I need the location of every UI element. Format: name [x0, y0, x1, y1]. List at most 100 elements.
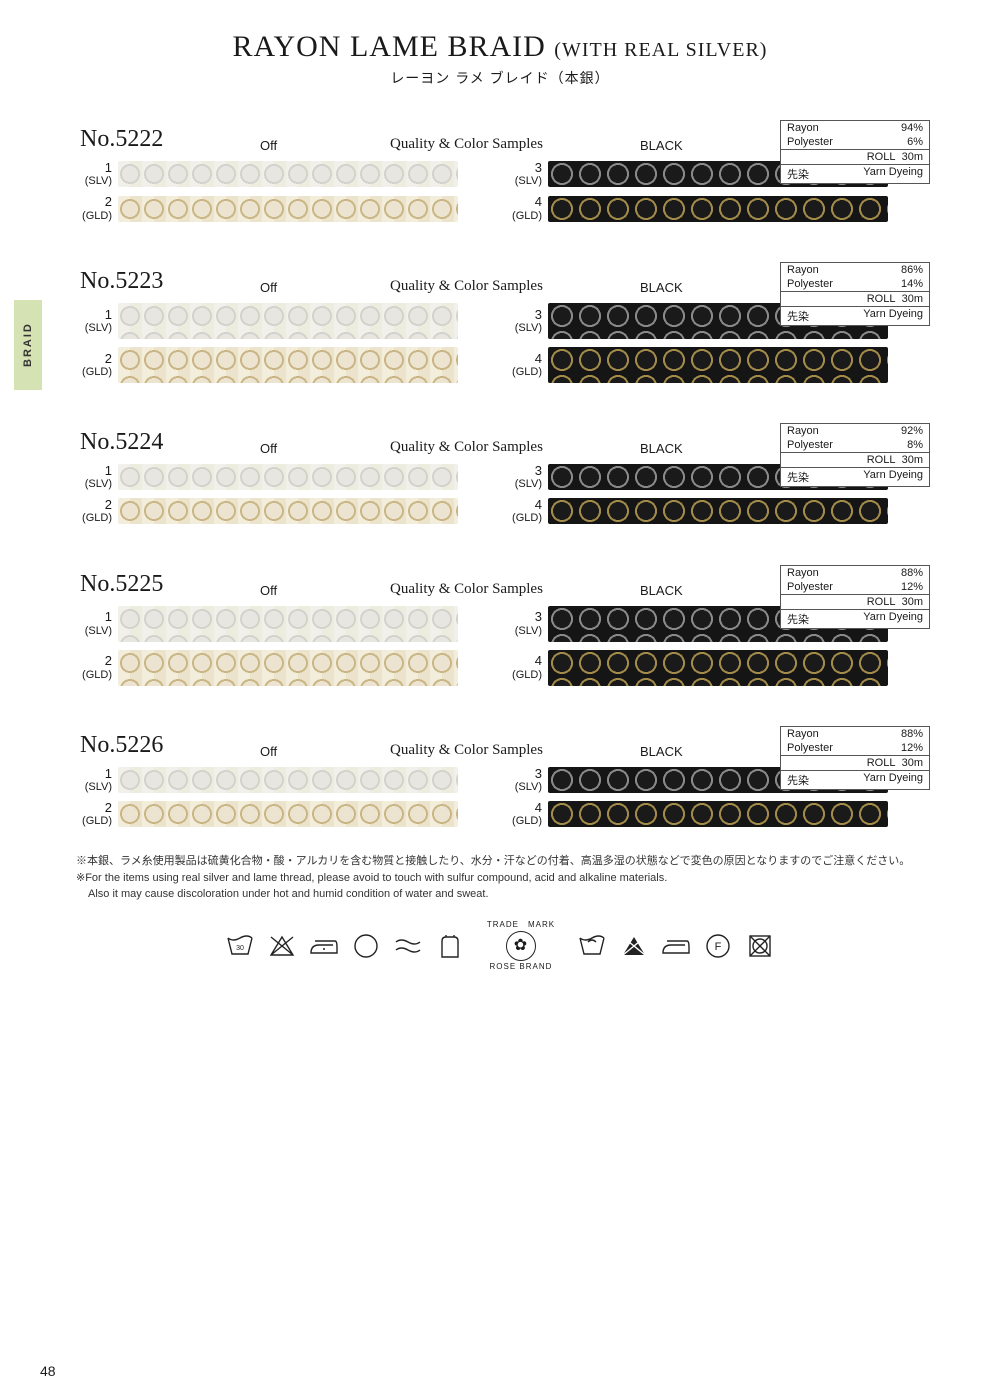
braid-sample-black-gld [548, 196, 888, 222]
label-black: BLACK [640, 583, 740, 598]
braid-sample-off-slv [118, 303, 458, 339]
no-tumble-icon [745, 931, 775, 961]
title-text: RAYON LAME BRAID [233, 30, 546, 63]
trademark: TRADE MARK ✿ ROSE BRAND [487, 921, 555, 971]
product-header: No.5223 Off Quality & Color Samples BLAC… [70, 268, 930, 295]
dye-row: 先染Yarn Dyeing [781, 609, 929, 628]
dye-row: 先染 Yarn Dyeing [781, 164, 929, 183]
braid-sample-off-gld [118, 498, 458, 524]
dye-en: Yarn Dyeing [863, 772, 923, 788]
product-number: No.5226 [80, 732, 260, 759]
label-black: BLACK [640, 744, 740, 759]
sample-label: 4(GLD) [500, 801, 548, 827]
sample-row: 1(SLV) [70, 303, 500, 339]
page-title: RAYON LAME BRAID (WITH REAL SILVER) [70, 30, 930, 64]
product-number: No.5225 [80, 571, 260, 598]
sample-row: 4(GLD) [500, 801, 930, 827]
braid-sample-off-slv [118, 464, 458, 490]
dye-jp: 先染 [787, 166, 809, 182]
sample-label: 1(SLV) [70, 464, 118, 490]
dye-row: 先染Yarn Dyeing [781, 306, 929, 325]
braid-sample-black-gld [548, 801, 888, 827]
no-wring-icon [393, 931, 423, 961]
sample-label: 1(SLV) [70, 610, 118, 636]
trademark-top: TRADE MARK [487, 921, 555, 929]
dye-row: 先染Yarn Dyeing [781, 467, 929, 486]
dryclean-f-icon: F [703, 931, 733, 961]
sample-label: 4(GLD) [500, 195, 548, 221]
label-quality-color: Quality & Color Samples [390, 278, 640, 295]
iron-low-icon [309, 931, 339, 961]
product-number: No.5222 [80, 126, 260, 153]
sample-label: 1(SLV) [70, 767, 118, 793]
sample-row: 2(GLD) [70, 347, 500, 383]
dryclean-icon [351, 931, 381, 961]
label-off: Off [260, 280, 390, 295]
product-block: Rayon94%Polyester6%ROLL 30m先染Yarn Dyeing… [70, 126, 930, 230]
sample-row: 2(GLD) [70, 801, 500, 827]
product-block: Rayon88%Polyester12%ROLL 30m先染Yarn Dyein… [70, 732, 930, 836]
svg-text:30: 30 [236, 945, 244, 952]
sample-column-off: 1(SLV) 2(GLD) [70, 303, 500, 391]
sample-label: 2(GLD) [70, 352, 118, 378]
product-header: No.5222 Off Quality & Color Samples BLAC… [70, 126, 930, 153]
sample-row: 4(GLD) [500, 650, 930, 686]
svg-text:F: F [715, 941, 722, 953]
label-off: Off [260, 138, 390, 153]
footnotes: ※本銀、ラメ糸使用製品は硫黄化合物・酸・アルカリを含む物質と接触したり、水分・汗… [70, 853, 930, 903]
braid-sample-off-gld [118, 801, 458, 827]
catalog-page: RAYON LAME BRAID (WITH REAL SILVER) レーヨン… [0, 0, 1000, 991]
dye-en: Yarn Dyeing [863, 308, 923, 324]
braid-sample-black-gld [548, 498, 888, 524]
dye-en: Yarn Dyeing [863, 166, 923, 182]
sample-column-off: 1(SLV) 2(GLD) [70, 767, 500, 836]
dry-shade-icon [435, 931, 465, 961]
label-black: BLACK [640, 280, 740, 295]
sample-label: 3(SLV) [500, 610, 548, 636]
label-quality-color: Quality & Color Samples [390, 136, 640, 153]
label-black: BLACK [640, 441, 740, 456]
sample-row: 1(SLV) [70, 464, 500, 490]
iron-icon [661, 931, 691, 961]
hand-wash-icon [577, 931, 607, 961]
no-bleach-icon [267, 931, 297, 961]
sample-row: 2(GLD) [70, 195, 500, 221]
footnote-en1: ※For the items using real silver and lam… [76, 870, 930, 887]
sample-label: 3(SLV) [500, 308, 548, 334]
page-number: 48 [40, 1363, 56, 1379]
rose-icon: ✿ [506, 931, 536, 961]
dye-jp: 先染 [787, 772, 809, 788]
label-black: BLACK [640, 138, 740, 153]
sample-label: 1(SLV) [70, 308, 118, 334]
product-header: No.5226 Off Quality & Color Samples BLAC… [70, 732, 930, 759]
sample-label: 2(GLD) [70, 498, 118, 524]
footnote-en2: Also it may cause discoloration under ho… [76, 886, 930, 903]
sample-label: 2(GLD) [70, 801, 118, 827]
label-off: Off [260, 744, 390, 759]
label-off: Off [260, 583, 390, 598]
sample-row: 4(GLD) [500, 195, 930, 221]
product-number: No.5224 [80, 429, 260, 456]
braid-sample-off-slv [118, 767, 458, 793]
product-block: Rayon88%Polyester12%ROLL 30m先染Yarn Dyein… [70, 571, 930, 694]
sample-row: 2(GLD) [70, 498, 500, 524]
product-block: Rayon92%Polyester8%ROLL 30m先染Yarn Dyeing… [70, 429, 930, 533]
sample-row: 1(SLV) [70, 161, 500, 187]
footnote-jp: ※本銀、ラメ糸使用製品は硫黄化合物・酸・アルカリを含む物質と接触したり、水分・汗… [76, 853, 930, 870]
braid-sample-off-slv [118, 606, 458, 642]
sample-label: 3(SLV) [500, 161, 548, 187]
title-suffix: (WITH REAL SILVER) [554, 39, 767, 61]
dye-jp: 先染 [787, 611, 809, 627]
dye-en: Yarn Dyeing [863, 469, 923, 485]
title-block: RAYON LAME BRAID (WITH REAL SILVER) レーヨン… [70, 30, 930, 88]
braid-sample-off-slv [118, 161, 458, 187]
label-quality-color: Quality & Color Samples [390, 742, 640, 759]
sample-label: 1(SLV) [70, 161, 118, 187]
label-quality-color: Quality & Color Samples [390, 439, 640, 456]
sample-column-off: 1(SLV) 2(GLD) [70, 606, 500, 694]
braid-sample-off-gld [118, 347, 458, 383]
product-number: No.5223 [80, 268, 260, 295]
sample-row: 1(SLV) [70, 606, 500, 642]
label-off: Off [260, 441, 390, 456]
sample-column-off: 1(SLV) 2(GLD) [70, 464, 500, 533]
